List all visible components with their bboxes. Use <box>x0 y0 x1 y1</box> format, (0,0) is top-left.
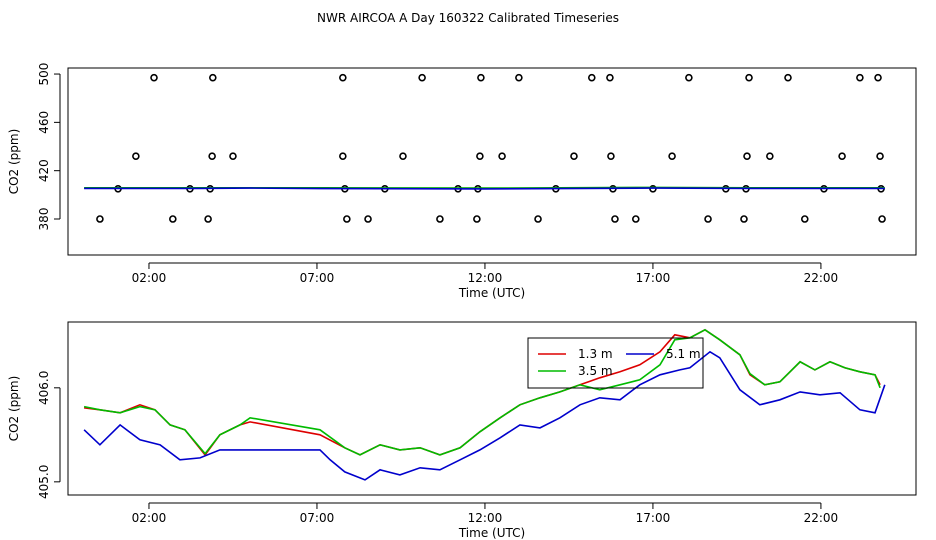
data-point <box>607 152 615 160</box>
data-point <box>856 73 864 82</box>
data-point <box>364 215 372 223</box>
data-point <box>339 152 347 160</box>
x-tick-label: 17:00 <box>636 271 671 285</box>
y-tick-label: 500 <box>37 63 51 86</box>
x-tick-label: 12:00 <box>468 271 503 285</box>
data-point <box>132 152 140 160</box>
y-tick-label: 380 <box>37 208 51 231</box>
data-point <box>631 215 640 223</box>
legend-box <box>527 337 704 389</box>
data-point <box>878 215 886 223</box>
y-tick-label: 405.0 <box>37 465 51 499</box>
y-tick-label: 460 <box>37 111 51 134</box>
data-point <box>784 73 792 82</box>
data-point <box>743 152 751 160</box>
data-point <box>876 152 884 160</box>
x-axis-label: Time (UTC) <box>458 526 525 540</box>
x-tick-label: 02:00 <box>132 511 167 525</box>
data-point <box>339 73 347 82</box>
data-point <box>150 73 158 82</box>
data-point <box>208 152 216 160</box>
x-tick-label: 22:00 <box>804 271 839 285</box>
plot-frame <box>67 321 917 496</box>
data-point <box>534 215 542 223</box>
legend-label: 3.5 m <box>578 364 613 378</box>
series-line <box>84 187 885 190</box>
data-point <box>498 152 506 160</box>
legend-label: 5.1 m <box>666 347 701 361</box>
data-point <box>606 73 614 82</box>
plot-frame <box>67 67 917 256</box>
data-point <box>685 73 693 82</box>
data-point <box>473 215 481 223</box>
data-point <box>169 215 177 223</box>
data-point <box>399 152 407 160</box>
x-tick-label: 02:00 <box>132 271 167 285</box>
data-point <box>343 215 351 223</box>
x-tick-label: 12:00 <box>468 511 503 525</box>
x-tick-label: 07:00 <box>300 511 335 525</box>
data-point <box>515 73 523 82</box>
y-axis-label: CO2 (ppm) <box>7 129 21 195</box>
data-point <box>587 73 596 82</box>
data-point <box>476 152 484 160</box>
y-tick-label: 420 <box>37 159 51 182</box>
data-point <box>436 215 444 223</box>
data-point <box>229 152 237 160</box>
y-tick-label: 406.0 <box>37 371 51 405</box>
series-line <box>83 328 881 457</box>
data-point <box>477 73 485 82</box>
data-point <box>745 73 753 82</box>
data-point <box>209 73 217 82</box>
x-axis-label: Time (UTC) <box>458 286 525 300</box>
data-point <box>668 152 676 160</box>
data-point <box>874 73 882 82</box>
legend-label: 1.3 m <box>578 347 613 361</box>
x-tick-label: 22:00 <box>804 511 839 525</box>
data-point <box>418 73 426 82</box>
data-point <box>96 215 104 223</box>
series-line <box>83 328 881 456</box>
series-line <box>83 350 886 481</box>
figure-title: NWR AIRCOA A Day 160322 Calibrated Times… <box>317 11 619 25</box>
data-point <box>611 215 619 223</box>
x-tick-label: 07:00 <box>300 271 335 285</box>
data-point <box>766 152 774 160</box>
data-point <box>838 152 846 160</box>
data-point <box>204 215 212 223</box>
data-point <box>740 215 748 223</box>
y-axis-label: CO2 (ppm) <box>7 376 21 442</box>
x-tick-label: 17:00 <box>636 511 671 525</box>
data-point <box>800 215 809 223</box>
data-point <box>570 152 578 160</box>
data-point <box>704 215 712 223</box>
